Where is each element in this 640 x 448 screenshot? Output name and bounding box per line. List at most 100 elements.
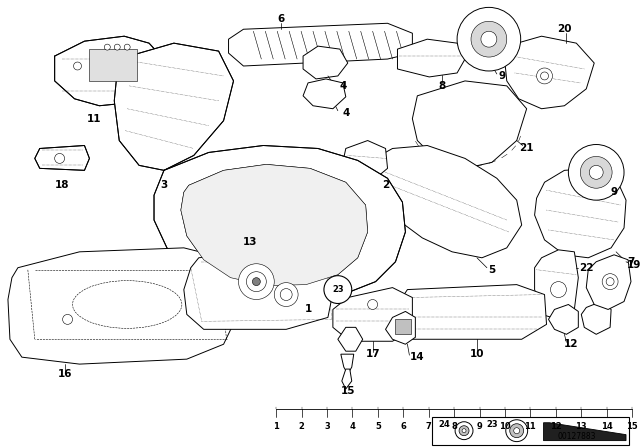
Polygon shape	[154, 146, 405, 302]
Polygon shape	[184, 248, 336, 329]
Circle shape	[602, 274, 618, 289]
Circle shape	[246, 271, 266, 292]
Text: 4: 4	[339, 81, 346, 91]
Text: 21: 21	[520, 143, 534, 154]
Text: 6: 6	[401, 422, 406, 431]
Text: 3: 3	[324, 422, 330, 431]
Circle shape	[104, 44, 110, 50]
Circle shape	[462, 429, 466, 433]
Circle shape	[541, 72, 548, 80]
Circle shape	[455, 422, 473, 439]
Circle shape	[509, 424, 524, 438]
Text: 23: 23	[486, 420, 498, 429]
Text: 15: 15	[626, 422, 638, 431]
Text: 24: 24	[438, 420, 450, 429]
Text: 7: 7	[627, 257, 635, 267]
Circle shape	[506, 420, 527, 442]
Text: 1: 1	[305, 305, 312, 314]
Circle shape	[115, 44, 120, 50]
Polygon shape	[35, 146, 90, 170]
Text: 4: 4	[349, 422, 355, 431]
Text: 7: 7	[426, 422, 431, 431]
Text: 13: 13	[243, 237, 258, 247]
Text: 12: 12	[564, 339, 579, 349]
Text: 16: 16	[58, 369, 72, 379]
Polygon shape	[505, 36, 594, 109]
Circle shape	[275, 283, 298, 306]
Circle shape	[367, 300, 378, 310]
Circle shape	[471, 22, 507, 57]
Text: 10: 10	[499, 422, 511, 431]
Text: 3: 3	[161, 180, 168, 190]
Polygon shape	[303, 79, 346, 109]
Bar	[432, 417, 629, 444]
Polygon shape	[303, 46, 348, 79]
Circle shape	[589, 165, 603, 179]
Polygon shape	[333, 288, 412, 341]
Text: 2: 2	[382, 180, 389, 190]
Circle shape	[252, 278, 260, 286]
Polygon shape	[54, 36, 161, 106]
Polygon shape	[338, 327, 363, 351]
Text: 10: 10	[470, 349, 484, 359]
Circle shape	[457, 7, 521, 71]
Text: 15: 15	[340, 386, 355, 396]
Text: 5: 5	[488, 265, 495, 275]
Text: 8: 8	[451, 422, 457, 431]
Circle shape	[536, 68, 552, 84]
Text: 11: 11	[87, 114, 102, 124]
Circle shape	[580, 156, 612, 188]
Text: 9: 9	[477, 422, 483, 431]
Polygon shape	[342, 369, 352, 389]
Circle shape	[568, 145, 624, 200]
Text: 6: 6	[278, 14, 285, 24]
Text: 18: 18	[54, 180, 69, 190]
Polygon shape	[396, 284, 547, 339]
Text: 14: 14	[601, 422, 612, 431]
Ellipse shape	[72, 280, 182, 328]
Text: 00127883: 00127883	[557, 432, 596, 441]
Polygon shape	[534, 168, 626, 258]
Text: 23: 23	[332, 285, 344, 294]
Circle shape	[54, 154, 65, 164]
Circle shape	[481, 31, 497, 47]
Polygon shape	[397, 39, 465, 77]
Polygon shape	[534, 250, 579, 319]
Circle shape	[606, 278, 614, 286]
Circle shape	[63, 314, 72, 324]
Text: 5: 5	[375, 422, 381, 431]
Polygon shape	[385, 311, 415, 344]
Polygon shape	[181, 164, 367, 286]
Text: 14: 14	[410, 352, 425, 362]
Polygon shape	[412, 81, 527, 168]
Text: 2: 2	[299, 422, 305, 431]
Polygon shape	[341, 354, 354, 374]
Text: 12: 12	[550, 422, 562, 431]
Polygon shape	[543, 423, 626, 441]
Text: 19: 19	[627, 260, 640, 270]
Bar	[90, 49, 137, 81]
Circle shape	[550, 282, 566, 297]
Polygon shape	[115, 43, 234, 170]
Circle shape	[514, 428, 520, 434]
Circle shape	[239, 264, 275, 300]
Circle shape	[74, 62, 81, 70]
Text: 8: 8	[438, 81, 446, 91]
Text: 17: 17	[365, 349, 380, 359]
Circle shape	[124, 44, 130, 50]
Polygon shape	[228, 23, 412, 66]
Text: 4: 4	[342, 108, 349, 118]
Polygon shape	[586, 255, 631, 310]
Text: 20: 20	[557, 24, 572, 34]
Text: 1: 1	[273, 422, 279, 431]
Circle shape	[280, 289, 292, 301]
Text: 22: 22	[579, 263, 593, 273]
Text: 9: 9	[611, 187, 618, 197]
Polygon shape	[548, 305, 579, 334]
Polygon shape	[581, 302, 611, 334]
Circle shape	[459, 426, 469, 435]
Text: 13: 13	[575, 422, 587, 431]
Polygon shape	[343, 141, 388, 178]
Bar	[396, 319, 412, 334]
Text: 11: 11	[524, 422, 536, 431]
